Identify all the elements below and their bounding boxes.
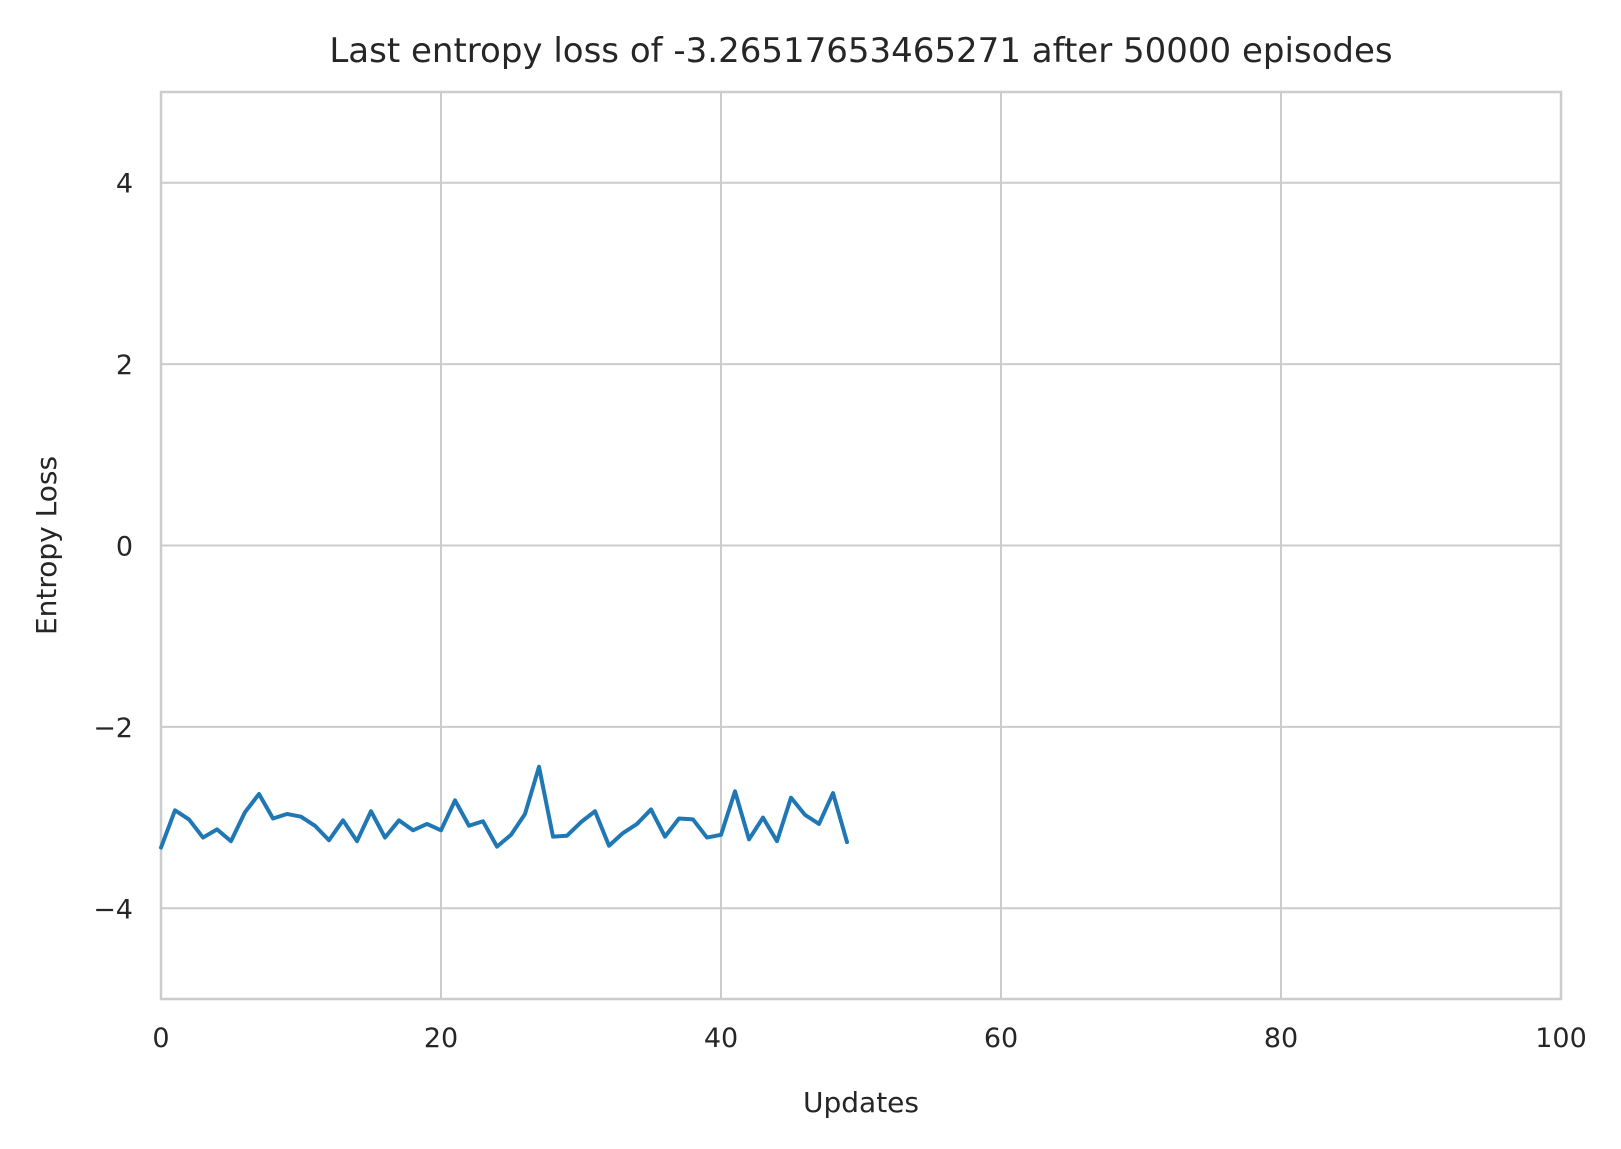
- plot-frame: [159, 90, 1563, 1001]
- y-tick-label: −4: [93, 894, 133, 925]
- y-gridlines: [161, 181, 1561, 910]
- x-tick-label: 0: [152, 1023, 169, 1054]
- x-tick-label: 100: [1535, 1023, 1587, 1054]
- x-tick-label: 20: [424, 1023, 458, 1054]
- chart-title: Last entropy loss of -3.26517653465271 a…: [329, 31, 1392, 71]
- y-tick-labels: −4 −2 0 2 4: [93, 169, 133, 926]
- y-tick-label: 0: [116, 532, 133, 563]
- x-tick-label: 80: [1264, 1023, 1298, 1054]
- y-tick-label: 4: [116, 169, 133, 200]
- x-axis-label: Updates: [803, 1086, 919, 1119]
- y-tick-label: −2: [93, 713, 133, 744]
- series-line: [159, 764, 849, 850]
- x-tick-label: 40: [704, 1023, 738, 1054]
- y-axis-label: Entropy Loss: [30, 456, 63, 635]
- x-tick-labels: 0 20 40 60 80 100: [152, 1023, 1586, 1054]
- y-tick-label: 2: [116, 350, 133, 381]
- x-tick-label: 60: [984, 1023, 1018, 1054]
